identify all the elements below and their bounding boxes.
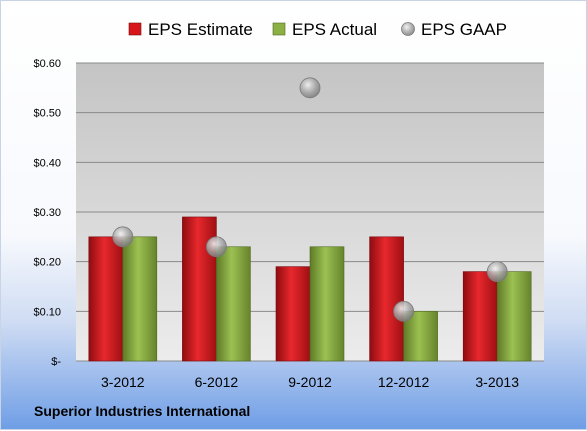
y-axis: $- $0.10 $0.20 $0.30 $0.40 $0.50 $0.60 (33, 58, 61, 368)
y-tick-label: $0.50 (33, 108, 61, 120)
legend-label: EPS Estimate (148, 20, 253, 39)
x-axis: 3-2012 6-2012 9-2012 12-2012 3-2013 (101, 374, 519, 390)
x-tick-label: 9-2012 (288, 374, 332, 390)
gaap-point (486, 261, 508, 283)
bar-eps-actual (309, 246, 345, 362)
gaap-points (112, 77, 508, 322)
x-tick-label: 3-2013 (475, 374, 519, 390)
gaap-point (112, 226, 134, 248)
y-tick-label: $0.60 (33, 58, 61, 70)
bar-eps-actual (122, 236, 158, 362)
y-tick-label: $0.10 (33, 306, 61, 318)
gaap-point (299, 77, 321, 99)
company-label: Superior Industries International (34, 403, 250, 419)
y-tick-label: $0.40 (33, 157, 61, 169)
bar-eps-estimate (369, 236, 404, 362)
legend-swatch (401, 22, 415, 36)
bar-layer (88, 216, 532, 362)
bar-eps-estimate (88, 236, 124, 362)
legend-label: EPS Actual (292, 20, 377, 39)
gaap-point (393, 300, 415, 322)
legend-swatch (128, 22, 142, 36)
bar-eps-estimate (275, 266, 311, 362)
x-tick-label: 12-2012 (378, 374, 430, 390)
y-tick-label: $0.20 (33, 257, 61, 269)
x-tick-label: 6-2012 (195, 374, 239, 390)
y-tick-label: $0.30 (33, 207, 61, 219)
legend-swatch (272, 22, 286, 36)
x-tick-label: 3-2012 (101, 374, 145, 390)
bar-eps-estimate (462, 271, 498, 362)
y-tick-label: $- (51, 356, 61, 368)
bar-eps-actual (216, 246, 251, 362)
legend-label: EPS GAAP (421, 20, 507, 39)
bar-eps-actual (496, 271, 532, 362)
legend: EPS Estimate EPS Actual EPS GAAP (128, 20, 507, 39)
gaap-point (205, 236, 227, 258)
